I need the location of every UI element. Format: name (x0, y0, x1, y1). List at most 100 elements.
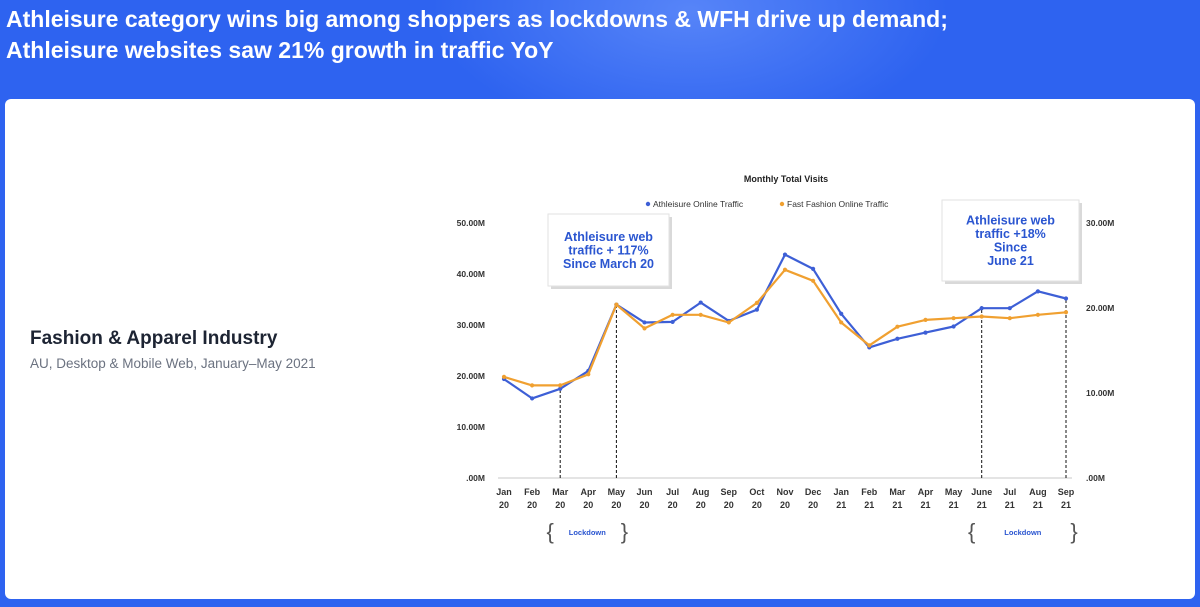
callout-text: June 21 (987, 254, 1034, 268)
x-tick-label-year: 21 (920, 500, 930, 510)
period-bracket-open: { (547, 519, 554, 544)
data-point-athleisure (1007, 306, 1012, 311)
x-tick-label-year: 20 (808, 500, 818, 510)
x-tick-label-year: 20 (583, 500, 593, 510)
left-axis-tick-label: 10.00M (457, 422, 485, 432)
data-point-fast-fashion (754, 300, 760, 305)
data-point-fast-fashion (979, 314, 984, 319)
x-tick-label-month: Mar (889, 487, 906, 497)
x-tick-label-year: 21 (1033, 500, 1043, 510)
left-axis-tick-label: 20.00M (457, 371, 485, 381)
data-point-athleisure (1063, 296, 1069, 301)
headline-line-1: Athleisure category wins big among shopp… (6, 6, 948, 32)
data-point-fast-fashion (895, 324, 900, 329)
callout-text: Since March 20 (563, 257, 654, 271)
data-point-athleisure (979, 306, 984, 311)
data-point-fast-fashion (614, 302, 619, 307)
data-point-fast-fashion (726, 320, 731, 325)
x-tick-label-year: 20 (639, 500, 649, 510)
x-tick-label-month: Jul (666, 487, 679, 497)
x-tick-label-year: 21 (1005, 500, 1015, 510)
data-point-athleisure (698, 300, 703, 305)
data-point-athleisure (670, 319, 675, 325)
callout-text: Athleisure web (966, 214, 1055, 228)
x-tick-label-month: Jan (833, 487, 849, 497)
x-tick-label-month: Dec (805, 487, 822, 497)
data-point-athleisure (1035, 289, 1040, 294)
x-tick-label-year: 21 (949, 500, 959, 510)
x-tick-label-month: Jun (636, 487, 652, 497)
data-point-fast-fashion (1007, 316, 1012, 321)
x-tick-label-month: Sep (721, 487, 738, 497)
data-point-athleisure (558, 386, 563, 391)
x-tick-label-month: Apr (581, 487, 597, 497)
data-point-fast-fashion (951, 316, 956, 321)
x-tick-label-year: 20 (780, 500, 790, 510)
data-point-athleisure (782, 252, 788, 257)
x-tick-label-month: Feb (524, 487, 541, 497)
x-tick-label-year: 20 (724, 500, 734, 510)
chart-title: Monthly Total Visits (744, 174, 828, 184)
x-tick-label-month: May (608, 487, 626, 497)
x-tick-label-month: Jul (1003, 487, 1016, 497)
x-tick-label-month: May (945, 487, 963, 497)
x-tick-label-year: 20 (668, 500, 678, 510)
x-tick-label-month: Feb (861, 487, 878, 497)
x-tick-label-month: June (971, 487, 992, 497)
x-tick-label-year: 20 (555, 500, 565, 510)
legend-label-0: Athleisure Online Traffic (653, 199, 744, 209)
left-axis-tick-label: .00M (466, 473, 485, 483)
left-axis-tick-label: 40.00M (457, 269, 485, 279)
x-tick-label-year: 20 (752, 500, 762, 510)
callout-text: Since (994, 241, 1027, 255)
data-point-fast-fashion (782, 267, 788, 272)
data-point-fast-fashion (811, 278, 816, 283)
data-point-fast-fashion (670, 312, 675, 317)
x-tick-label-month: Sep (1058, 487, 1075, 497)
data-point-athleisure (811, 266, 816, 271)
left-axis-tick-label: 50.00M (457, 218, 485, 228)
content-card: Fashion & Apparel Industry AU, Desktop &… (5, 99, 1195, 599)
callout-box (941, 199, 1080, 282)
data-point-athleisure (923, 330, 928, 335)
data-point-athleisure (895, 336, 900, 341)
x-tick-label-year: 21 (892, 500, 902, 510)
data-point-fast-fashion (642, 326, 647, 331)
headline-line-2: Athleisure websites saw 21% growth in tr… (6, 37, 554, 63)
data-point-athleisure (642, 320, 647, 325)
data-point-athleisure (530, 396, 535, 401)
right-axis-tick-label: 10.00M (1086, 388, 1114, 398)
right-axis-tick-label: .00M (1086, 473, 1105, 483)
data-point-fast-fashion (839, 320, 844, 325)
left-axis-tick-label: 30.00M (457, 320, 485, 330)
industry-title: Fashion & Apparel Industry (30, 328, 278, 349)
x-tick-label-year: 20 (696, 500, 706, 510)
legend-marker-0 (645, 201, 651, 207)
callout-box (547, 213, 670, 287)
data-point-athleisure (839, 311, 844, 316)
callout-text: Athleisure web (564, 230, 653, 244)
x-tick-label-year: 21 (836, 500, 846, 510)
x-tick-label-year: 21 (977, 500, 987, 510)
x-tick-label-year: 21 (864, 500, 874, 510)
data-point-fast-fashion (530, 383, 535, 388)
data-point-fast-fashion (501, 374, 507, 379)
headline: Athleisure category wins big among shopp… (6, 4, 948, 66)
right-axis-tick-label: 20.00M (1086, 303, 1114, 313)
x-tick-label-month: Jan (496, 487, 512, 497)
data-point-athleisure (754, 307, 760, 312)
x-tick-label-month: Mar (552, 487, 569, 497)
data-point-fast-fashion (1063, 310, 1069, 315)
legend-marker-1 (779, 201, 785, 207)
x-tick-label-year: 20 (499, 500, 509, 510)
callout-text: traffic + 117% (568, 243, 648, 257)
x-tick-label-month: Oct (749, 487, 764, 497)
data-point-fast-fashion (923, 317, 928, 322)
x-tick-label-year: 20 (611, 500, 621, 510)
x-tick-label-year: 21 (1061, 500, 1071, 510)
data-point-fast-fashion (698, 312, 703, 317)
data-point-fast-fashion (867, 343, 872, 348)
data-point-fast-fashion (586, 372, 591, 377)
legend-label-1: Fast Fashion Online Traffic (787, 199, 889, 209)
